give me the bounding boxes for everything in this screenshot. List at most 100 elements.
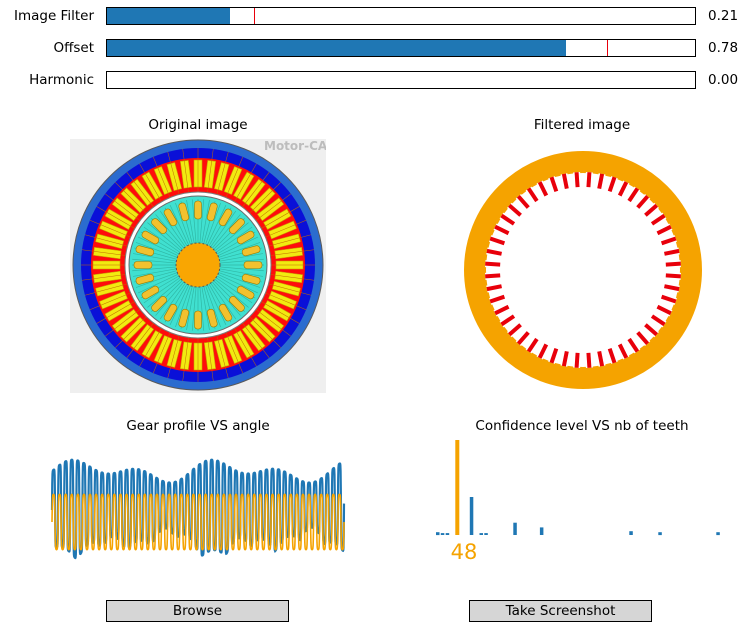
filtered-tooth [647, 311, 667, 328]
filtered-tooth [560, 347, 571, 367]
rotor-line [214, 278, 249, 308]
confidence-chart: 48 [436, 440, 720, 564]
browse-button[interactable]: Browse [106, 600, 289, 622]
stator-slot [84, 233, 128, 250]
rotor-line [147, 222, 182, 252]
rotor-magnet [243, 261, 263, 269]
rotor-magnet [135, 245, 155, 257]
rotor-line [218, 242, 261, 258]
rotor-line [169, 284, 190, 325]
filtered-tooth [605, 344, 618, 364]
stator-slot [126, 172, 155, 208]
rotor-magnet [133, 261, 153, 269]
offset-slider[interactable] [106, 39, 696, 57]
image-filter-slider[interactable] [106, 7, 696, 25]
filtered-tooth [595, 347, 606, 367]
filtered-tooth [484, 271, 504, 280]
stator-slot [261, 206, 300, 230]
filtered-tooth [536, 340, 551, 360]
rotor-line [199, 199, 205, 244]
watermark-text: Motor-CA [264, 139, 326, 153]
stator-slot [203, 337, 217, 382]
rotor-magnet [163, 303, 178, 322]
filtered-tooth [536, 180, 551, 200]
rotor-line [175, 202, 191, 245]
rotor-line [138, 273, 179, 294]
slider-value-offset: 0.78 [708, 40, 739, 56]
rotor-line [159, 282, 186, 320]
stator-slot [89, 219, 131, 240]
filtered-tooth [662, 271, 682, 280]
filtered-tooth [493, 302, 513, 317]
filtered-tooth [624, 186, 641, 206]
confidence-bar [539, 527, 544, 535]
rotor-line [191, 286, 197, 331]
rotor-magnet [135, 273, 155, 285]
filtered-tooth [624, 334, 641, 354]
filtered-tooth [484, 260, 504, 269]
stator-slot [265, 290, 307, 311]
confidence-bar [629, 531, 633, 535]
stator-slot [89, 290, 131, 311]
filtered-tooth [548, 176, 561, 196]
rotor-line [206, 284, 227, 325]
filtered-tooth [499, 311, 519, 328]
stator-slot [96, 206, 135, 230]
rotor-magnet [194, 310, 202, 330]
filtered-tooth [584, 349, 593, 369]
filtered-tooth [499, 212, 519, 229]
filtered-tooth [615, 180, 630, 200]
slider-initial-marker [254, 8, 255, 24]
rotor-line [211, 214, 241, 249]
confidence-bar [469, 497, 474, 535]
rotor-line [143, 226, 181, 253]
stator-slot [268, 280, 312, 297]
stator-slot [193, 338, 203, 382]
stator-slot [96, 300, 135, 324]
rotor-magnet [141, 285, 160, 300]
filtered-tooth [548, 344, 561, 364]
stator-slot [265, 219, 307, 240]
rotor-line [132, 253, 177, 262]
stator-slot [84, 280, 128, 297]
stator-slot [241, 172, 270, 208]
confidence-bar-highlight [455, 440, 460, 535]
stator-slot [270, 246, 315, 260]
rotor-line [217, 273, 258, 294]
stator-slot [105, 193, 141, 222]
filtered-tooth [653, 302, 673, 317]
take-screenshot-button[interactable]: Take Screenshot [469, 600, 652, 622]
filtered-tooth [647, 212, 667, 229]
rotor-line [132, 266, 177, 272]
filtered-tooth [657, 235, 677, 248]
rotor-line [205, 202, 221, 245]
rotor-line [219, 266, 264, 272]
gear-profile-series-orange [51, 493, 345, 551]
original-image-title: Original image [148, 117, 248, 133]
stator-slot [115, 182, 147, 214]
rotor-line [132, 268, 177, 277]
rotor-line [215, 226, 253, 253]
rotor-magnet [236, 230, 255, 245]
filtered-tooth [525, 186, 542, 206]
stator-slot [139, 328, 163, 367]
slider-value-harmonic: 0.00 [708, 72, 739, 88]
stator-slot [152, 156, 173, 198]
stator-slot [268, 233, 312, 250]
rotor-magnet [228, 218, 245, 235]
rotor-line [215, 277, 253, 304]
rotor-magnet [178, 308, 190, 328]
rotor-line [205, 285, 221, 328]
stator-slot [261, 300, 300, 324]
filtered-tooth [486, 282, 506, 293]
harmonic-slider[interactable] [106, 71, 696, 89]
filtered-tooth [640, 320, 659, 338]
rotor-line [155, 214, 185, 249]
stator-slot [81, 260, 125, 270]
filtered-teeth [484, 171, 682, 369]
rotor-line [159, 210, 186, 248]
slider-label-image-filter: Image Filter [13, 8, 94, 24]
rotor-magnet [236, 285, 255, 300]
rotor-line [219, 253, 264, 262]
stator-slot [233, 163, 257, 202]
